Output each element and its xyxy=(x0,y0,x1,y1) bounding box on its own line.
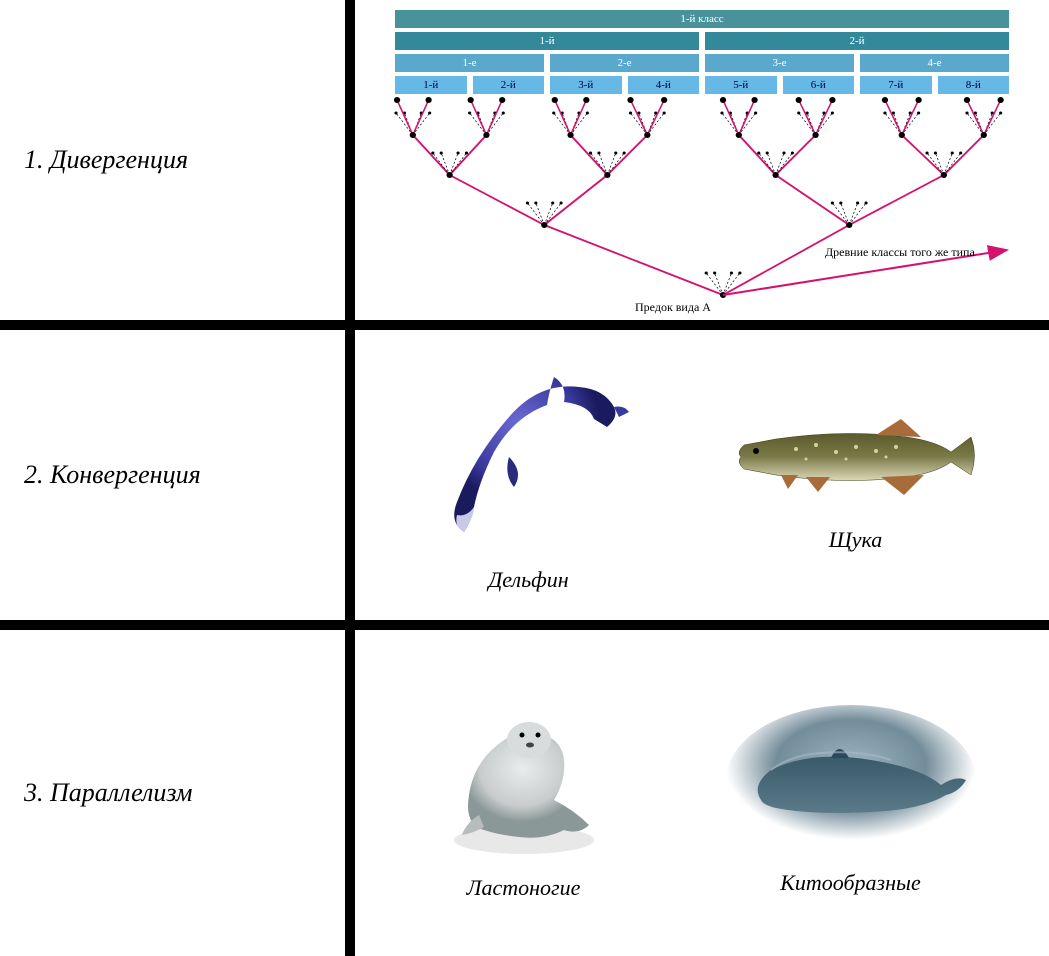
hier-bar-l3-2: 3-е xyxy=(705,54,854,72)
hier-bar-l4-7: 8-й xyxy=(938,76,1010,94)
cetacean-block: Китообразные xyxy=(721,690,981,896)
hier-bar-l4-5: 6-й xyxy=(783,76,855,94)
row2-label: 2. Конвергенция xyxy=(24,460,201,490)
divergence-diagram: 1-й класс 1-й 2-й 1-е 2-е 3-е 4-е 1-й 2-… xyxy=(355,0,1049,320)
pike-icon xyxy=(726,397,986,517)
hier-bar-l3-1: 2-е xyxy=(550,54,699,72)
infographic-grid: 1. Дивергенция 1-й класс 1-й 2-й 1-е 2-е… xyxy=(0,0,1049,956)
dolphin-block: Дельфин xyxy=(419,357,639,593)
pinniped-block: Ластоногие xyxy=(424,685,624,901)
hier-bar-l4-3: 4-й xyxy=(628,76,700,94)
hier-bar-l4-4: 5-й xyxy=(705,76,777,94)
hier-level4-row: 1-й 2-й 3-й 4-й 5-й 6-й 7-й 8-й xyxy=(395,76,1009,94)
hier-bar-l3-3: 4-е xyxy=(860,54,1009,72)
hier-bar-l2-1: 2-й xyxy=(705,32,1009,50)
dolphin-icon xyxy=(419,357,639,557)
hier-bar-l4-6: 7-й xyxy=(860,76,932,94)
convergence-cell: Дельфин xyxy=(355,330,1049,620)
hier-bar-l4-1: 2-й xyxy=(473,76,545,94)
hier-bar-l4-0: 1-й xyxy=(395,76,467,94)
ancestor-label: Предок вида A xyxy=(635,300,711,315)
row1-label-cell: 1. Дивергенция xyxy=(0,0,345,320)
hier-level3-row: 1-е 2-е 3-е 4-е xyxy=(395,54,1009,72)
row3-label: 3. Параллелизм xyxy=(24,778,192,808)
pike-label: Щука xyxy=(726,527,986,553)
hier-level2-row: 1-й 2-й xyxy=(395,32,1009,50)
hier-bar-l4-2: 3-й xyxy=(550,76,622,94)
hier-bar-l2-0: 1-й xyxy=(395,32,699,50)
phylo-tree-svg xyxy=(355,95,1049,315)
whale-icon xyxy=(721,690,981,860)
row1-label: 1. Дивергенция xyxy=(24,145,188,175)
seal-icon xyxy=(424,685,624,865)
hierarchy-bars: 1-й класс 1-й 2-й 1-е 2-е 3-е 4-е 1-й 2-… xyxy=(395,10,1009,98)
hier-level1-row: 1-й класс xyxy=(395,10,1009,28)
row2-label-cell: 2. Конвергенция xyxy=(0,330,345,620)
parallelism-cell: Ластоногие xyxy=(355,630,1049,956)
cetacean-label: Китообразные xyxy=(721,870,981,896)
pinniped-label: Ластоногие xyxy=(424,875,624,901)
ancient-classes-label: Древние классы того же типа xyxy=(825,245,975,260)
pike-block: Щука xyxy=(726,397,986,553)
hier-bar-l3-0: 1-е xyxy=(395,54,544,72)
hier-bar-l1: 1-й класс xyxy=(395,10,1009,28)
dolphin-label: Дельфин xyxy=(419,567,639,593)
row3-label-cell: 3. Параллелизм xyxy=(0,630,345,956)
